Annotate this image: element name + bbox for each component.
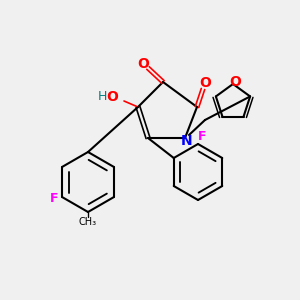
Text: O: O <box>199 76 211 90</box>
Text: N: N <box>181 134 193 148</box>
Text: O: O <box>229 75 241 89</box>
Text: F: F <box>50 191 58 205</box>
Text: CH₃: CH₃ <box>79 217 97 227</box>
Text: F: F <box>198 130 206 142</box>
Text: H: H <box>97 91 107 103</box>
Text: O: O <box>106 90 118 104</box>
Text: O: O <box>137 57 149 71</box>
